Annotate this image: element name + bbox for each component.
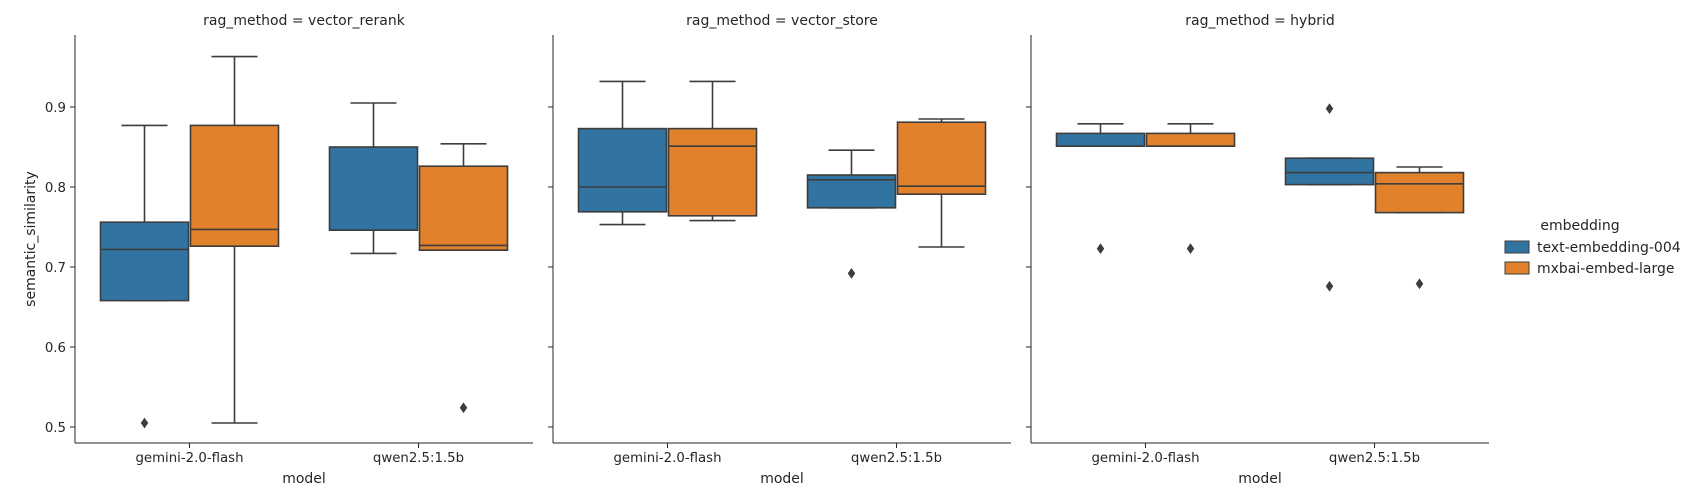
box [1145,132,1236,147]
box [99,221,190,302]
box [1374,171,1465,214]
box [896,121,987,195]
x-tick-label: gemini-2.0-flash [1091,451,1199,466]
outlier-point [847,268,856,279]
y-axis-title: semantic_similarity [23,171,39,307]
panel-title: rag_method = vector_store [686,13,878,29]
x-axis-title: model [1238,471,1282,487]
box [577,127,668,213]
box [1055,132,1146,147]
x-axis-title: model [282,471,326,487]
box [189,124,280,248]
outlier-point [1186,243,1195,254]
box [667,127,758,217]
y-tick-label: 0.5 [45,421,66,436]
outlier-point [140,417,149,429]
box [328,146,419,231]
x-axis-title: model [760,471,804,487]
outlier-point [1096,243,1105,254]
y-tick-label: 0.6 [45,341,66,356]
x-tick-label: qwen2.5:1.5b [1329,451,1420,466]
legend-swatch [1504,261,1530,275]
x-tick-label: gemini-2.0-flash [613,451,721,466]
box [418,165,509,251]
panel-title: rag_method = hybrid [1185,13,1335,29]
outlier-point [1415,278,1424,290]
box [1284,157,1375,186]
x-tick-label: qwen2.5:1.5b [851,451,942,466]
x-tick-label: qwen2.5:1.5b [373,451,464,466]
y-tick-label: 0.9 [45,101,66,116]
legend-label: mxbai-embed-large [1537,261,1675,277]
outlier-point [1325,280,1334,292]
outlier-point [459,402,468,414]
legend-swatch [1504,240,1530,254]
x-tick-label: gemini-2.0-flash [135,451,243,466]
y-tick-label: 0.7 [45,261,66,276]
legend-title: embedding [1540,218,1619,234]
y-tick-label: 0.8 [45,181,66,196]
outlier-point [1325,103,1334,114]
legend-label: text-embedding-004 [1537,240,1681,256]
panel-title: rag_method = vector_rerank [203,13,406,29]
